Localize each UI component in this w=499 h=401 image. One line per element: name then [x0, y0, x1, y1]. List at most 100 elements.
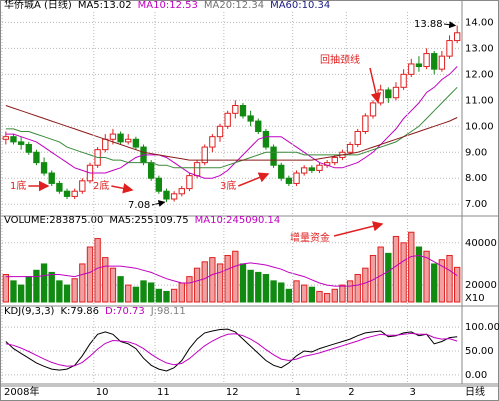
panel-header: MA20:12.34 — [204, 0, 264, 11]
candle-body — [285, 177, 293, 184]
candle-body — [63, 190, 71, 197]
volume-bar — [163, 290, 170, 303]
candle-body — [377, 89, 384, 104]
candle-body — [270, 146, 277, 166]
volume-bar — [431, 263, 438, 303]
volume-bar — [117, 276, 124, 303]
candle-body — [385, 89, 392, 99]
volume-bar — [125, 284, 132, 303]
candle-body — [17, 141, 25, 145]
volume-bar — [224, 254, 231, 303]
candle-body — [446, 40, 453, 57]
candle-body — [56, 182, 63, 192]
y-tick-label: 10.00 — [465, 121, 494, 132]
panel-header: MA60:10.34 — [270, 0, 330, 11]
candle-body — [125, 138, 132, 143]
volume-bar — [10, 280, 17, 303]
ma-line — [5, 66, 458, 179]
x-tick-label: 10 — [96, 387, 109, 398]
volume-bar — [232, 250, 239, 303]
low-arrow — [151, 200, 166, 207]
annotation: 增量资金 — [290, 231, 330, 244]
volume-bar — [354, 274, 361, 303]
candle-body — [71, 190, 78, 197]
y-tick-label: 20000 — [465, 280, 497, 291]
volume-bar — [346, 280, 354, 303]
candle-body — [201, 146, 208, 164]
ma-line — [5, 332, 458, 367]
candle-body — [132, 138, 140, 148]
y-tick-label: 100.00 — [465, 322, 499, 333]
candle-body — [209, 136, 216, 148]
candle-body — [331, 156, 338, 164]
y-tick-label: 12.00 — [465, 69, 494, 80]
annotation-arrow — [111, 183, 134, 194]
annotation-arrow — [369, 67, 382, 104]
panel-header: MA10:12.53 — [138, 0, 198, 11]
ma-line — [5, 328, 458, 372]
y-tick-label: 11.00 — [465, 95, 494, 106]
volume-bar — [278, 282, 285, 303]
candle-body — [232, 105, 239, 114]
ma-line — [5, 105, 458, 161]
candle-body — [216, 125, 224, 138]
volume-bar — [415, 246, 423, 303]
volume-bar — [323, 293, 331, 303]
volume-bar — [408, 231, 415, 303]
high-label: 13.88 — [414, 19, 443, 30]
panel-header: D:70.73 — [105, 306, 145, 317]
candle-body — [415, 63, 423, 68]
volume-bar — [385, 252, 392, 303]
volume-bar — [56, 280, 63, 303]
panel-header: K:79.86 — [60, 306, 99, 317]
volume-bar — [201, 261, 208, 303]
volume-bar — [308, 286, 316, 303]
high-arrow — [443, 21, 457, 29]
candle-body — [255, 120, 262, 132]
candle-body — [346, 143, 354, 153]
candle-body — [102, 138, 109, 151]
x-tick-label: 1 — [295, 387, 301, 398]
volume-bar — [339, 284, 346, 303]
candle-body — [392, 86, 400, 99]
volume-bar — [270, 280, 277, 303]
volume-bar — [63, 284, 71, 303]
candle-body — [48, 172, 55, 184]
candle-body — [293, 172, 300, 184]
candle-body — [300, 167, 308, 174]
volume-bar — [79, 263, 86, 303]
candle-body — [423, 53, 430, 68]
volume-bar — [316, 290, 323, 303]
y-tick-label: 8.00 — [465, 173, 487, 184]
candle-body — [178, 188, 185, 195]
candle-body — [224, 112, 231, 127]
candle-body — [40, 162, 48, 174]
volume-bar — [193, 267, 201, 303]
y-tick-label: 0.00 — [465, 370, 487, 381]
candle-body — [400, 73, 407, 88]
candle-body — [170, 193, 178, 200]
volume-bar — [209, 257, 216, 303]
x-tick-label: 3 — [409, 387, 415, 398]
candle-body — [438, 55, 446, 70]
candle-body — [408, 63, 415, 75]
volume-bar — [109, 267, 117, 303]
candle-body — [155, 177, 163, 192]
candle-body — [147, 162, 155, 179]
candle-body — [25, 143, 32, 153]
panel-header: MA5:13.02 — [78, 0, 132, 11]
volume-bar — [25, 276, 32, 303]
y-tick-label: 50.00 — [465, 346, 494, 357]
volume-bar — [2, 274, 10, 303]
volume-bar — [48, 271, 55, 303]
candle-body — [10, 136, 17, 143]
x-tick-label: 2008年 — [4, 385, 39, 398]
candle-body — [247, 115, 254, 122]
volume-bar — [300, 284, 308, 303]
volume-bar — [216, 263, 224, 303]
annotation-arrow — [333, 221, 384, 237]
x-tick-label: 12 — [226, 387, 239, 398]
volume-bar — [147, 282, 155, 303]
y-tick-label: 7.00 — [465, 199, 487, 210]
